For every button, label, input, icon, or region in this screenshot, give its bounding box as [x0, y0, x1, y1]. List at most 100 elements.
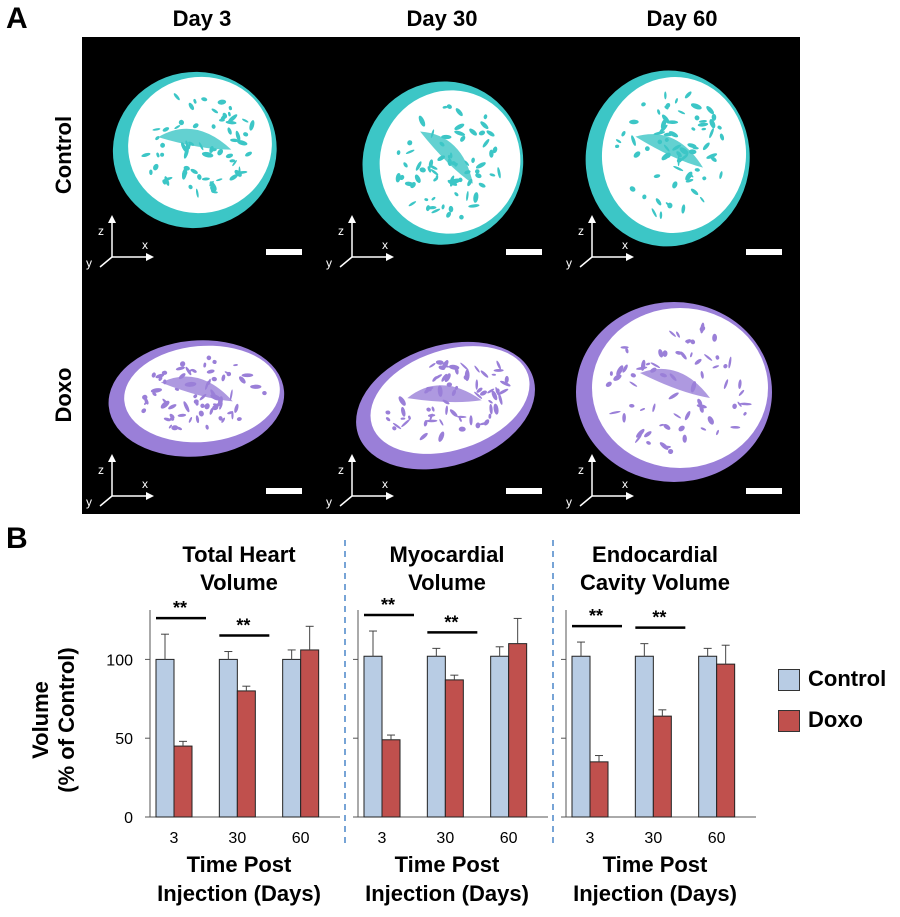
axis-y-line: [99, 495, 113, 507]
trabecula-mark: [478, 182, 486, 188]
y-axis-label-line2: (% of Control): [54, 647, 79, 792]
trabecula-mark: [616, 365, 624, 376]
trabecula-mark: [460, 135, 466, 142]
trabecula-mark: [700, 322, 705, 334]
trabecula-mark: [690, 188, 699, 196]
trabecula-mark: [441, 204, 445, 210]
trabecula-mark: [400, 417, 406, 420]
trabecula-mark: [738, 379, 742, 389]
image-doxo-day60: z x y: [562, 276, 800, 514]
trabecula-mark: [430, 165, 438, 170]
bar-control: [282, 658, 302, 818]
trabecula-mark: [444, 373, 451, 382]
trabecula-mark: [249, 120, 255, 131]
trabecula-mark: [669, 330, 676, 337]
trabecula-mark: [454, 123, 465, 131]
trabecula-mark: [427, 206, 437, 210]
axis-x-arrow: [386, 253, 394, 261]
trabecula-mark: [719, 133, 725, 141]
trabecula-mark: [615, 144, 620, 149]
trabecula-mark: [141, 408, 147, 414]
trabecula-mark: [242, 118, 249, 123]
trabecula-mark: [163, 417, 171, 422]
bar-doxo: [716, 663, 736, 818]
y-tick-label: 100: [106, 652, 133, 669]
trabecula-mark: [633, 151, 641, 158]
trabecula-mark: [410, 181, 416, 189]
trabecula-mark: [659, 442, 669, 450]
trabecula-mark: [690, 352, 693, 358]
trabecula-mark: [653, 174, 661, 178]
trabecula-mark: [701, 127, 707, 131]
trabecula-mark: [469, 415, 473, 426]
trabecula-mark: [218, 118, 225, 122]
subplot-title-line2: Volume: [408, 570, 486, 595]
trabecula-mark: [690, 103, 702, 110]
axis-y-label: y: [566, 256, 572, 270]
trabecula-mark: [205, 424, 209, 430]
panel-b-letter: B: [6, 522, 28, 555]
bar-control: [490, 655, 510, 818]
trabecula-mark: [496, 360, 501, 370]
trabecula-mark: [235, 130, 241, 142]
trabecula-mark: [456, 415, 467, 419]
trabecula-mark: [458, 426, 466, 432]
trabecula-mark: [639, 408, 646, 411]
trabecula-mark: [475, 173, 482, 179]
scale-bar: [746, 249, 782, 255]
trabecula-mark: [716, 429, 719, 436]
legend-swatch-control: [778, 669, 800, 691]
trabecula-mark: [211, 108, 219, 114]
axis-z-label: z: [98, 463, 104, 477]
trabecula-mark: [419, 167, 426, 173]
trabecula-mark: [193, 98, 197, 104]
trabecula-mark: [677, 110, 686, 115]
trabecula-mark: [212, 403, 220, 407]
axis-y-line: [99, 256, 113, 268]
trabecula-mark: [211, 376, 217, 382]
trabecula-mark: [661, 114, 670, 124]
trabecula-mark: [211, 124, 216, 129]
trabecula-mark: [493, 369, 504, 372]
trabecula-mark: [694, 168, 700, 172]
trabecula-mark: [191, 368, 197, 373]
trabecula-mark: [629, 119, 639, 125]
trabecula-mark: [441, 134, 452, 140]
trabecula-mark: [730, 425, 741, 429]
trabecula-mark: [500, 380, 511, 387]
trabecula-mark: [702, 142, 710, 151]
trabecula-mark: [644, 431, 652, 438]
trabecula-mark: [629, 403, 635, 408]
trabecula-mark: [474, 365, 480, 373]
trabecula-mark: [642, 194, 647, 200]
subplot-title-line1: Total Heart: [182, 542, 296, 567]
trabecula-mark: [435, 360, 444, 365]
bar-control: [698, 655, 718, 818]
trabecula-mark: [446, 211, 452, 218]
trabecula-mark: [712, 333, 718, 342]
trabecula-mark: [229, 159, 236, 163]
trabecula-mark: [227, 127, 232, 135]
trabecula-mark: [622, 413, 626, 423]
trabecula-mark: [429, 363, 436, 368]
y-tick-label: 0: [124, 810, 133, 827]
trabecula-mark: [433, 177, 438, 182]
trabecula-mark: [229, 174, 238, 181]
bar-doxo: [173, 745, 193, 818]
trabecula-mark: [441, 373, 448, 382]
trabecula-mark: [164, 176, 170, 186]
cavity-mark: [640, 368, 710, 398]
trabecula-mark: [446, 104, 452, 109]
trabecula-mark: [201, 177, 210, 181]
trabecula-mark: [236, 417, 242, 421]
trabecula-mark: [475, 422, 481, 429]
trabecula-mark: [645, 362, 651, 366]
trabecula-mark: [487, 388, 495, 394]
trabecula-mark: [702, 176, 707, 181]
trabecula-mark: [629, 186, 636, 192]
trabecula-mark: [428, 159, 434, 168]
trabecula-mark: [694, 115, 700, 121]
trabecula-mark: [262, 390, 267, 396]
trabecula-mark: [181, 168, 187, 180]
